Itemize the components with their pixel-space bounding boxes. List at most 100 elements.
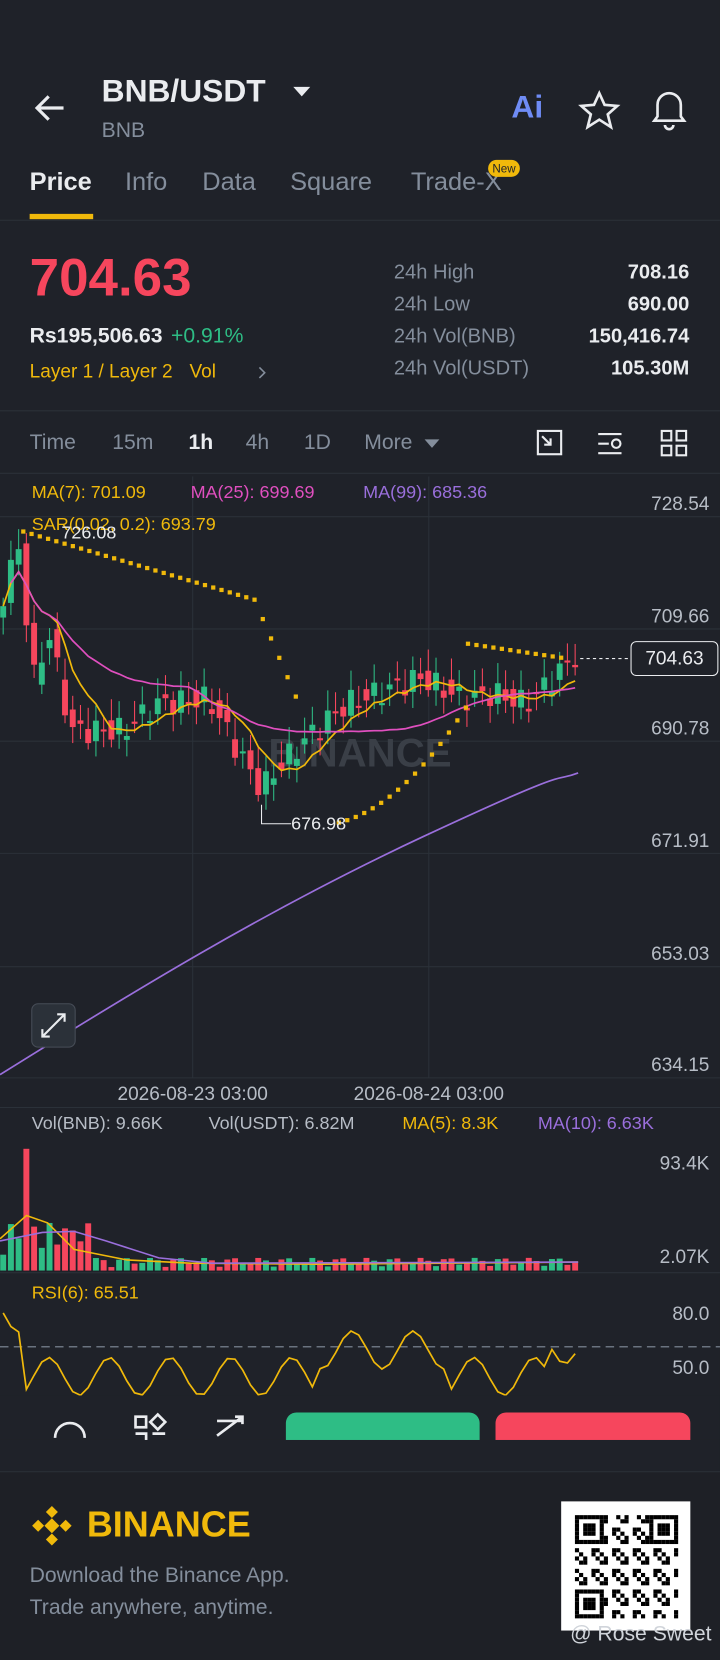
back-button[interactable] <box>34 95 64 121</box>
candle <box>131 721 138 724</box>
more-caret[interactable] <box>424 439 440 448</box>
grid-action[interactable] <box>134 1412 168 1440</box>
qr-module <box>616 1535 621 1540</box>
pair[interactable]: BNB/USDT <box>102 73 267 109</box>
qr-module <box>657 1556 662 1561</box>
qr-module <box>583 1614 588 1619</box>
interval[interactable]: More <box>364 431 412 454</box>
qr-module <box>649 1527 654 1532</box>
qr-module <box>653 1568 658 1573</box>
tab[interactable]: Data <box>202 168 257 196</box>
volume-bar <box>15 1238 22 1271</box>
interval[interactable]: 1D <box>304 431 331 454</box>
volume-bar <box>247 1262 254 1271</box>
qr-module <box>574 1523 580 1528</box>
qr-module <box>612 1614 617 1619</box>
stat-label: 24h High <box>394 261 475 283</box>
sar-dot <box>244 595 249 600</box>
margin-action[interactable] <box>216 1415 244 1437</box>
candle <box>487 698 494 707</box>
qr-module <box>595 1548 600 1553</box>
pair-dropdown[interactable] <box>293 86 311 97</box>
qr-module <box>574 1527 580 1532</box>
volume-bar <box>123 1258 130 1271</box>
stat-value: 690.00 <box>628 294 690 316</box>
qr-module <box>583 1601 588 1606</box>
qr-module <box>583 1589 588 1594</box>
candle <box>263 771 269 795</box>
interval[interactable]: 1h <box>188 431 213 454</box>
qr-module <box>587 1605 592 1611</box>
candle <box>479 686 486 692</box>
sar-dot <box>186 578 191 583</box>
qr-module <box>616 1568 621 1573</box>
qr-module <box>624 1539 629 1545</box>
footer-line: Download the Binance App. <box>30 1564 290 1587</box>
qr-module <box>632 1610 637 1615</box>
candle <box>31 622 38 665</box>
interval[interactable]: 15m <box>112 431 153 454</box>
tab-indicator <box>29 213 94 220</box>
qr-module <box>636 1535 641 1540</box>
tool-settings[interactable] <box>598 433 622 455</box>
sar-dot <box>429 752 435 757</box>
volume-bar <box>456 1264 463 1271</box>
sar-dot <box>45 536 51 541</box>
more-action[interactable] <box>53 1421 87 1438</box>
qr-module <box>636 1556 641 1561</box>
tab[interactable]: Info <box>125 168 167 196</box>
rsi-line <box>2 1312 576 1397</box>
tool-layout[interactable] <box>660 429 673 442</box>
qr-module <box>653 1572 658 1578</box>
vol-tag[interactable]: Vol <box>190 362 216 383</box>
qr-module <box>620 1539 625 1545</box>
tab[interactable]: Price <box>30 168 92 196</box>
tab[interactable]: Trade-X <box>411 168 502 196</box>
sar-dot <box>353 814 358 820</box>
candle <box>0 606 7 618</box>
candle <box>363 689 370 701</box>
tab[interactable]: Square <box>290 168 372 196</box>
last-price-tag-box <box>630 641 719 677</box>
qr-module <box>616 1548 621 1553</box>
qr-module <box>632 1531 637 1536</box>
qr-module <box>636 1610 641 1615</box>
candle <box>355 705 362 708</box>
volume-bar <box>386 1259 393 1271</box>
qr-module <box>640 1572 646 1578</box>
ai-button[interactable]: Ai <box>511 88 543 124</box>
vol-ma5-line <box>0 1214 579 1266</box>
qr-module <box>599 1614 604 1619</box>
volume-bar <box>317 1260 324 1271</box>
qr-module <box>591 1539 596 1545</box>
tool-depth[interactable] <box>536 429 563 456</box>
tags[interactable]: Layer 1 / Layer 2 Vol <box>30 362 216 383</box>
candle <box>324 710 331 734</box>
volume-bar <box>324 1266 331 1271</box>
candle <box>348 689 354 716</box>
volume-bar <box>232 1258 239 1271</box>
candle <box>38 662 45 685</box>
qr-module <box>616 1610 621 1615</box>
vol-ma5: MA(5): 8.3K <box>402 1113 498 1133</box>
qr-module <box>599 1531 604 1536</box>
qr-module <box>620 1552 625 1557</box>
qr-module <box>632 1614 637 1619</box>
qr-module <box>612 1568 617 1573</box>
qr-module <box>599 1597 604 1602</box>
favorite[interactable] <box>578 89 621 130</box>
qr-module <box>649 1531 654 1536</box>
qr-module <box>587 1589 592 1594</box>
volume-bar <box>270 1266 277 1271</box>
alerts[interactable] <box>651 91 687 131</box>
chart-tools[interactable] <box>536 429 688 457</box>
qr-module <box>653 1539 658 1545</box>
interval[interactable]: 4h <box>246 431 270 454</box>
ma99: MA(99): 685.36 <box>363 482 487 502</box>
tag[interactable]: Layer 1 / Layer 2 <box>30 362 173 383</box>
volume-bar <box>409 1262 416 1271</box>
volume-bar <box>147 1258 153 1271</box>
volume-bar <box>139 1262 146 1271</box>
qr-module <box>636 1515 641 1520</box>
